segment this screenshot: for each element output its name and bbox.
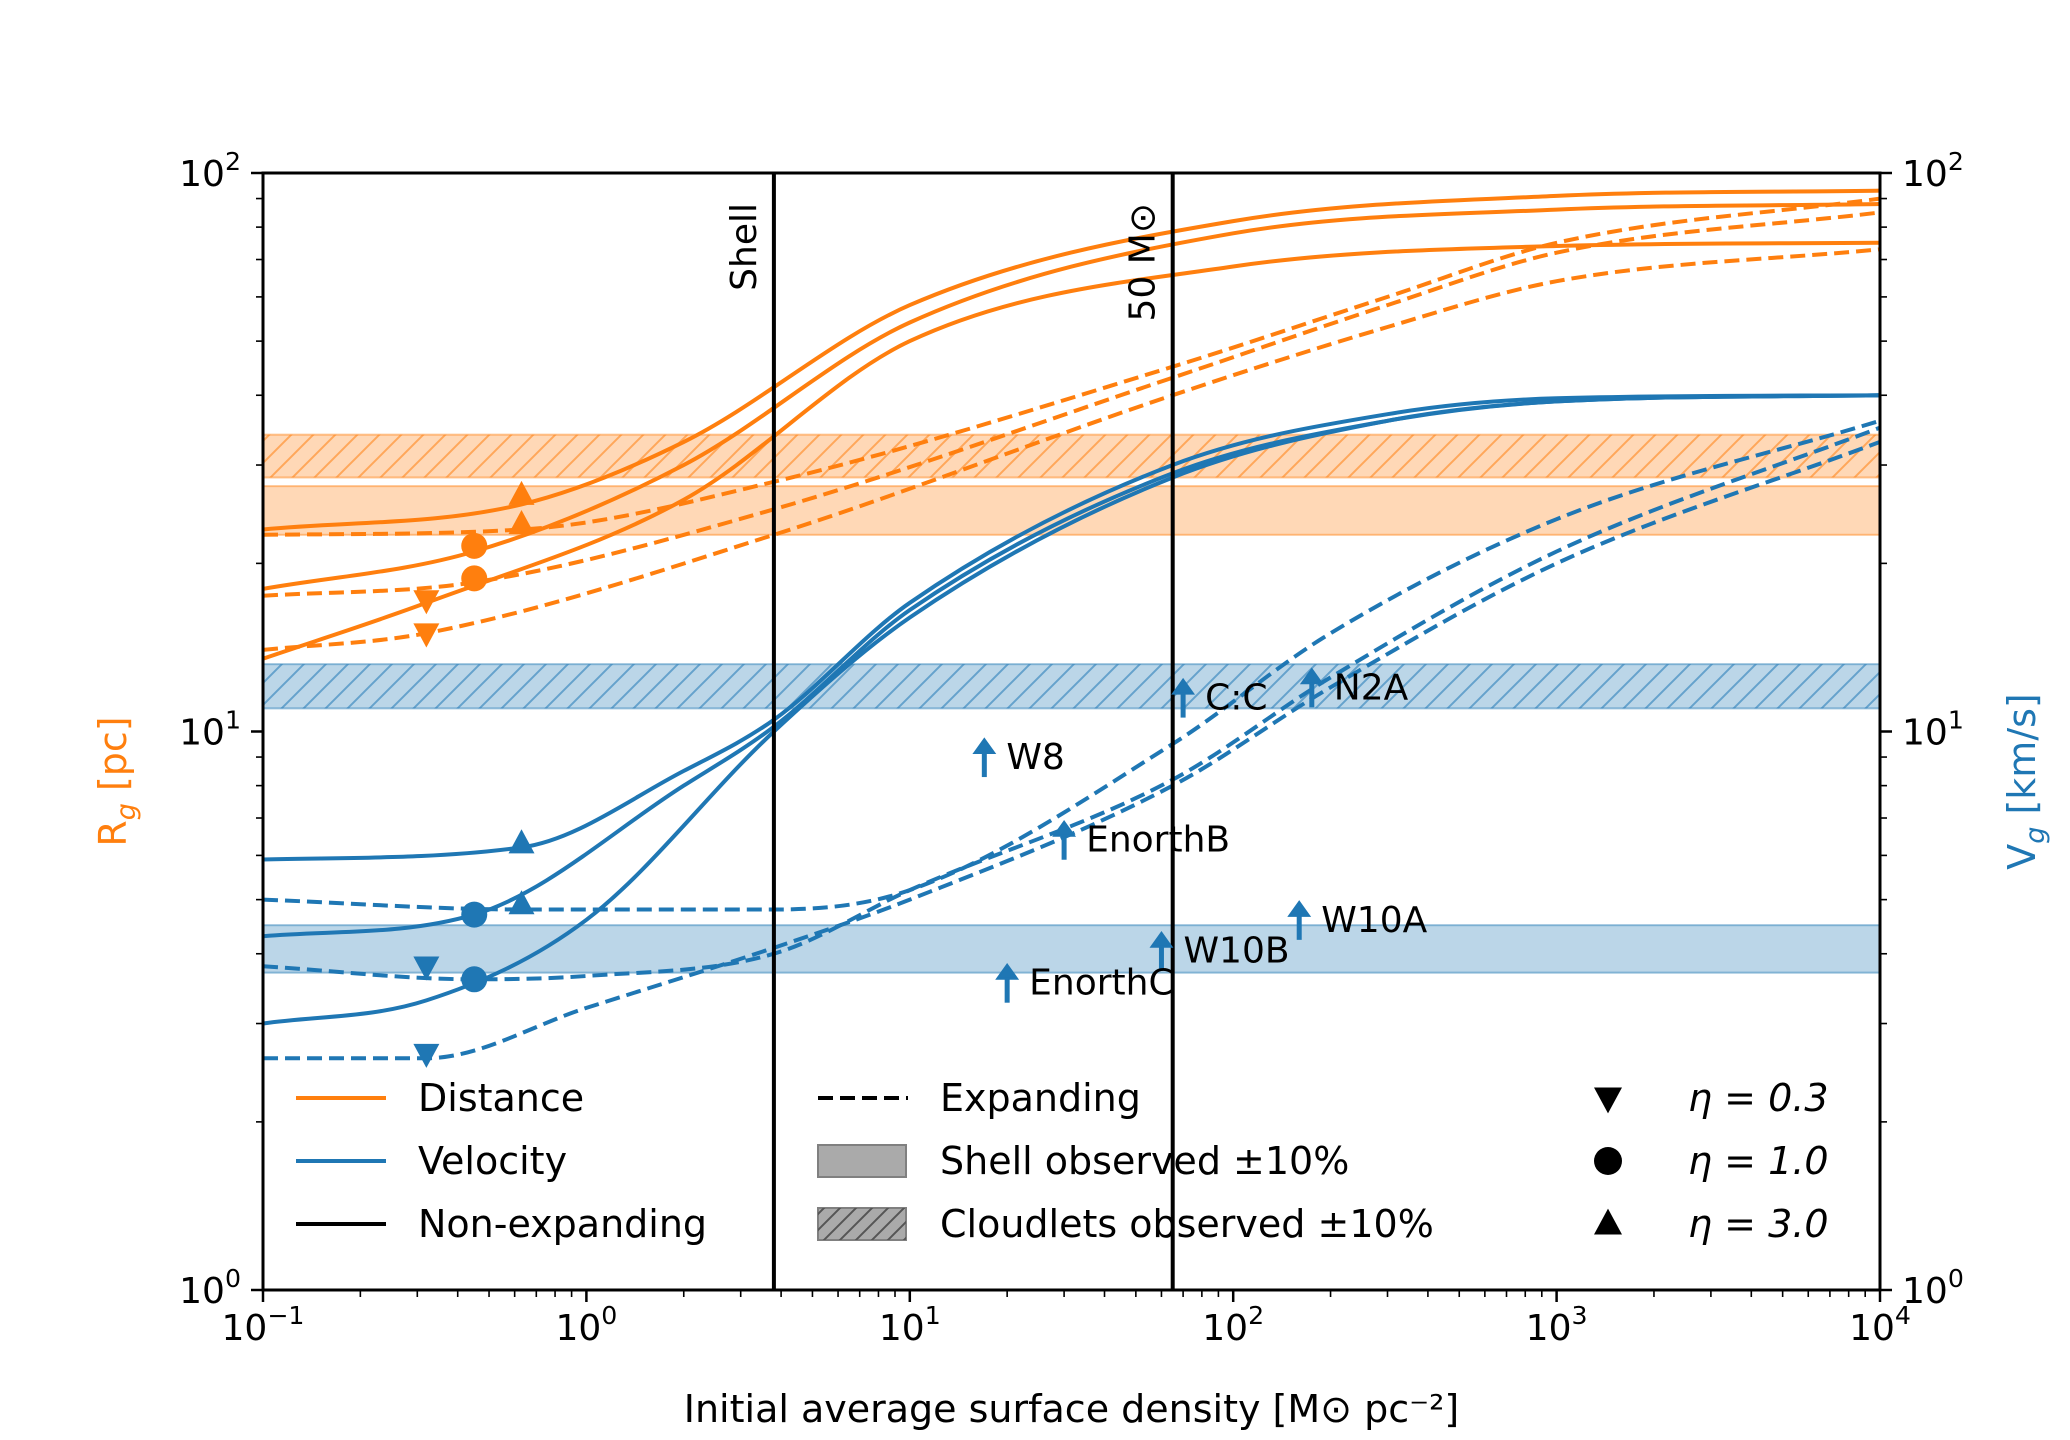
y-left-tick-label-1: 101 — [179, 705, 241, 753]
eta-markers — [413, 480, 535, 1068]
marker-distance-triangle-down-5 — [413, 623, 440, 648]
series-velocity-solid-8 — [263, 393, 1880, 1026]
distance-cloudlets-hatch — [263, 434, 1880, 478]
annotation-label-2: N2A — [1334, 667, 1409, 708]
annotation-arrow-head-2 — [1299, 667, 1324, 685]
annotation-arrow-head-6 — [995, 962, 1020, 980]
legend-label-eta-0: η = 0.3 — [1688, 1076, 1829, 1120]
legend-marker-triangle-down — [1594, 1087, 1622, 1114]
legend-label-velocity: Velocity — [418, 1139, 567, 1183]
velocity-shell-band — [263, 924, 1880, 974]
marker-velocity-circle-8 — [461, 901, 488, 928]
legend-swatch-patch — [817, 1144, 907, 1178]
annotation-arrow-head-5 — [1149, 931, 1174, 948]
annotation-label-6: EnorthC — [1029, 963, 1173, 1004]
marker-velocity-circle-9 — [461, 966, 488, 993]
series-velocity-dashed-9 — [263, 418, 1880, 912]
legend-swatch-hatch-overlay — [818, 1208, 906, 1240]
annotation-label-5: W10B — [1183, 931, 1289, 972]
x-tick-label-4: 103 — [1526, 1301, 1588, 1349]
annotation-label-1: C:C — [1205, 678, 1267, 719]
annotation-W8: W8 — [972, 737, 1065, 778]
annotation-EnorthC: EnorthC — [995, 962, 1174, 1004]
series-distance-solid-0 — [263, 188, 1880, 532]
legend-marker-circle — [1594, 1147, 1622, 1175]
annotation-EnorthB: EnorthB — [1052, 820, 1230, 861]
series-velocity-dashed-11 — [263, 440, 1880, 1061]
marker-distance-circle-3 — [461, 565, 488, 592]
vline-label-1: 50 M⊙ — [1123, 203, 1164, 321]
observed-bands — [263, 433, 1880, 974]
marker-velocity-triangle-up-6 — [508, 829, 535, 854]
y-left-tick-label-2: 102 — [179, 147, 241, 195]
legend-marker-triangle-up — [1594, 1208, 1622, 1235]
series-distance-dashed-3 — [263, 196, 1880, 537]
legend-label-eta-1: η = 1.0 — [1688, 1139, 1829, 1183]
annotation-label-4: W10A — [1321, 900, 1427, 941]
y-left-tick-label-0: 100 — [179, 1264, 241, 1312]
x-axis-label: Initial average surface density [M⊙ pc⁻²… — [684, 1387, 1459, 1431]
marker-velocity-triangle-up-7 — [508, 890, 535, 915]
legend-label-col2-2: Cloudlets observed ±10% — [940, 1202, 1434, 1246]
x-tick-label-0: 10−1 — [222, 1301, 305, 1349]
series-velocity-solid-6 — [263, 393, 1880, 862]
marker-velocity-triangle-down-10 — [413, 956, 440, 981]
x-tick-label-3: 102 — [1202, 1301, 1264, 1349]
x-tick-label-5: 104 — [1849, 1301, 1911, 1349]
legend-label-distance: Distance — [418, 1076, 584, 1120]
legend-label-col2-0: Expanding — [940, 1076, 1141, 1120]
annotation-label-3: EnorthB — [1086, 820, 1230, 861]
annotation-arrow-head-4 — [1287, 900, 1312, 917]
annotation-arrow-head-3 — [1052, 820, 1077, 837]
series-distance-solid-1 — [263, 202, 1880, 591]
marker-velocity-triangle-down-11 — [413, 1043, 440, 1068]
legend: Distance Velocity Non-expanding Expanding Sh… — [296, 1076, 1829, 1246]
annotation-C:C: C:C — [1171, 677, 1268, 719]
plot-frame — [261, 171, 1882, 1292]
series-distance-dashed-4 — [263, 210, 1880, 598]
reference-lines: Shell 50 M⊙ — [724, 173, 1175, 1290]
curves — [263, 188, 1880, 1061]
y-right-tick-label-0: 100 — [1902, 1264, 1964, 1312]
vline-label-0: Shell — [724, 203, 765, 291]
marker-distance-triangle-up-1 — [508, 509, 535, 535]
velocity-cloudlets-hatch — [263, 664, 1880, 709]
x-tick-label-1: 100 — [555, 1301, 617, 1349]
marker-distance-circle-2 — [461, 532, 488, 559]
annotation-N2A: N2A — [1299, 667, 1409, 708]
annotation-label-0: W8 — [1006, 737, 1064, 778]
annotation-W10A: W10A — [1287, 900, 1428, 941]
y-right-tick-label-2: 102 — [1902, 147, 1964, 195]
y-right-tick-label-1: 101 — [1902, 705, 1964, 753]
annotation-arrow-head-1 — [1171, 677, 1196, 695]
legend-label-col2-1: Shell observed ±10% — [940, 1139, 1349, 1183]
series-distance-dashed-5 — [263, 247, 1880, 652]
y-right-axis-label: Vg [km/s] — [2000, 693, 2051, 870]
series-distance-solid-2 — [263, 240, 1880, 661]
marker-distance-triangle-down-4 — [413, 590, 440, 615]
x-tick-label-2: 101 — [879, 1301, 941, 1349]
legend-label-non-expanding: Non-expanding — [418, 1202, 707, 1246]
marker-distance-triangle-up-0 — [508, 480, 535, 505]
legend-label-eta-2: η = 3.0 — [1688, 1202, 1829, 1246]
annotation-arrow-head-0 — [972, 737, 997, 755]
annotation-W10B: W10B — [1149, 931, 1290, 972]
y-left-axis-label: Rg [pc] — [91, 716, 142, 846]
